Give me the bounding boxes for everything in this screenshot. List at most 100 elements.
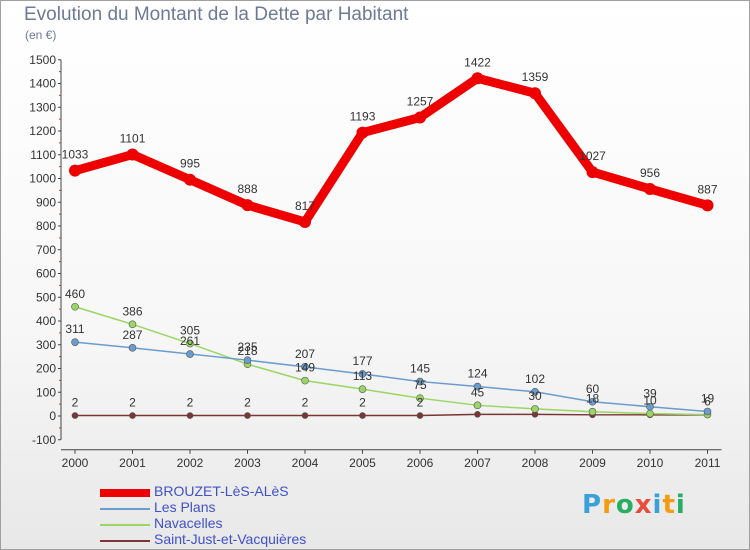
y-tick-label: 600 [36,267,56,281]
data-label: 45 [471,385,485,399]
data-label: 113 [353,369,372,383]
data-point [358,370,367,378]
data-point [414,111,426,124]
data-label: 386 [122,304,142,318]
x-tick-label: 2000 [62,456,89,470]
data-point [473,401,482,410]
y-tick-label: 800 [36,219,56,233]
legend-label-brouzet: BROUZET-LèS-ALèS [154,483,289,499]
data-point [701,199,714,212]
y-tick-label: 1200 [29,124,56,138]
data-point [471,72,484,85]
x-tick-label: 2009 [579,456,606,470]
data-label: 124 [467,367,487,381]
data-point [703,407,712,416]
data-label: 2 [72,396,79,410]
data-point [644,182,656,195]
y-tick-label: 700 [36,243,56,257]
logo-letter: i [675,490,686,520]
logo-letter: P [582,490,603,520]
data-label: 19 [701,391,715,405]
y-tick-label: 1300 [29,100,56,114]
data-point [416,394,424,402]
data-point [356,126,369,139]
x-tick-label: 2007 [464,456,491,470]
data-point [586,166,599,179]
data-point [301,376,309,385]
data-label: 311 [65,322,84,336]
data-label: 287 [122,328,142,342]
data-label: 6 [704,395,711,409]
data-point [186,350,194,358]
series-line [74,413,709,417]
data-label: 817 [295,199,315,213]
series-line [74,341,709,413]
data-point [588,407,597,416]
y-tick-label: -100 [32,433,56,447]
data-label: 177 [352,354,372,368]
data-point [128,344,137,352]
series-line [74,306,709,416]
x-tick-label: 2002 [177,456,204,470]
data-label: 1027 [579,149,606,163]
data-point [241,199,254,212]
legend-label-saint-just: Saint-Just-et-Vacquières [154,531,307,547]
data-point [244,412,251,419]
data-point [126,148,139,161]
legend-swatch-saint-just [100,540,150,542]
data-point [299,215,311,228]
y-tick-label: 500 [36,290,56,304]
data-point [474,411,481,418]
data-label: 145 [410,362,430,376]
data-point [69,164,81,177]
data-label: 2 [187,396,194,410]
data-point [358,385,367,393]
data-label: 207 [295,347,315,361]
data-point [531,405,539,413]
x-tick-label: 2003 [234,456,261,470]
data-point [359,412,366,419]
x-tick-label: 2001 [119,456,146,470]
data-label: 956 [640,166,660,180]
y-tick-label: 300 [36,338,56,352]
data-point [186,339,194,348]
data-label: 887 [697,182,717,196]
proxiti-logo: Proxiti [582,490,686,520]
data-point [243,356,252,364]
data-point [186,412,194,419]
y-tick-label: 200 [36,362,56,376]
data-label: 1422 [464,55,491,69]
data-label: 2 [244,396,251,410]
logo-letter: x [634,490,653,520]
data-label: 2 [302,396,309,410]
x-tick-label: 2006 [407,456,434,470]
data-label: 1033 [62,148,89,162]
data-point [646,409,654,418]
legend-swatch-navacelles [100,524,150,526]
data-point [588,397,597,406]
data-label: 102 [525,372,545,386]
data-label: 995 [180,157,200,171]
data-label: 30 [528,389,542,403]
data-label: 39 [643,387,657,401]
data-label: 18 [586,392,600,406]
data-label: 261 [180,334,200,348]
data-point [71,302,79,311]
data-label: 60 [586,382,600,396]
data-point [473,382,482,391]
data-label: 235 [237,340,257,354]
logo-letter: i [652,490,663,520]
data-point [416,377,424,386]
y-tick-label: 1500 [29,53,56,67]
data-point [416,412,424,419]
legend-label-navacelles: Navacelles [154,515,223,531]
data-point [301,363,309,371]
y-tick-label: 0 [49,409,56,423]
data-label: 460 [65,287,85,301]
data-point [646,402,654,411]
data-point [71,338,79,346]
y-tick-label: 1100 [30,148,56,162]
chart-title: Evolution du Montant de la Dette par Hab… [24,4,409,25]
logo-letter: r [602,490,616,520]
